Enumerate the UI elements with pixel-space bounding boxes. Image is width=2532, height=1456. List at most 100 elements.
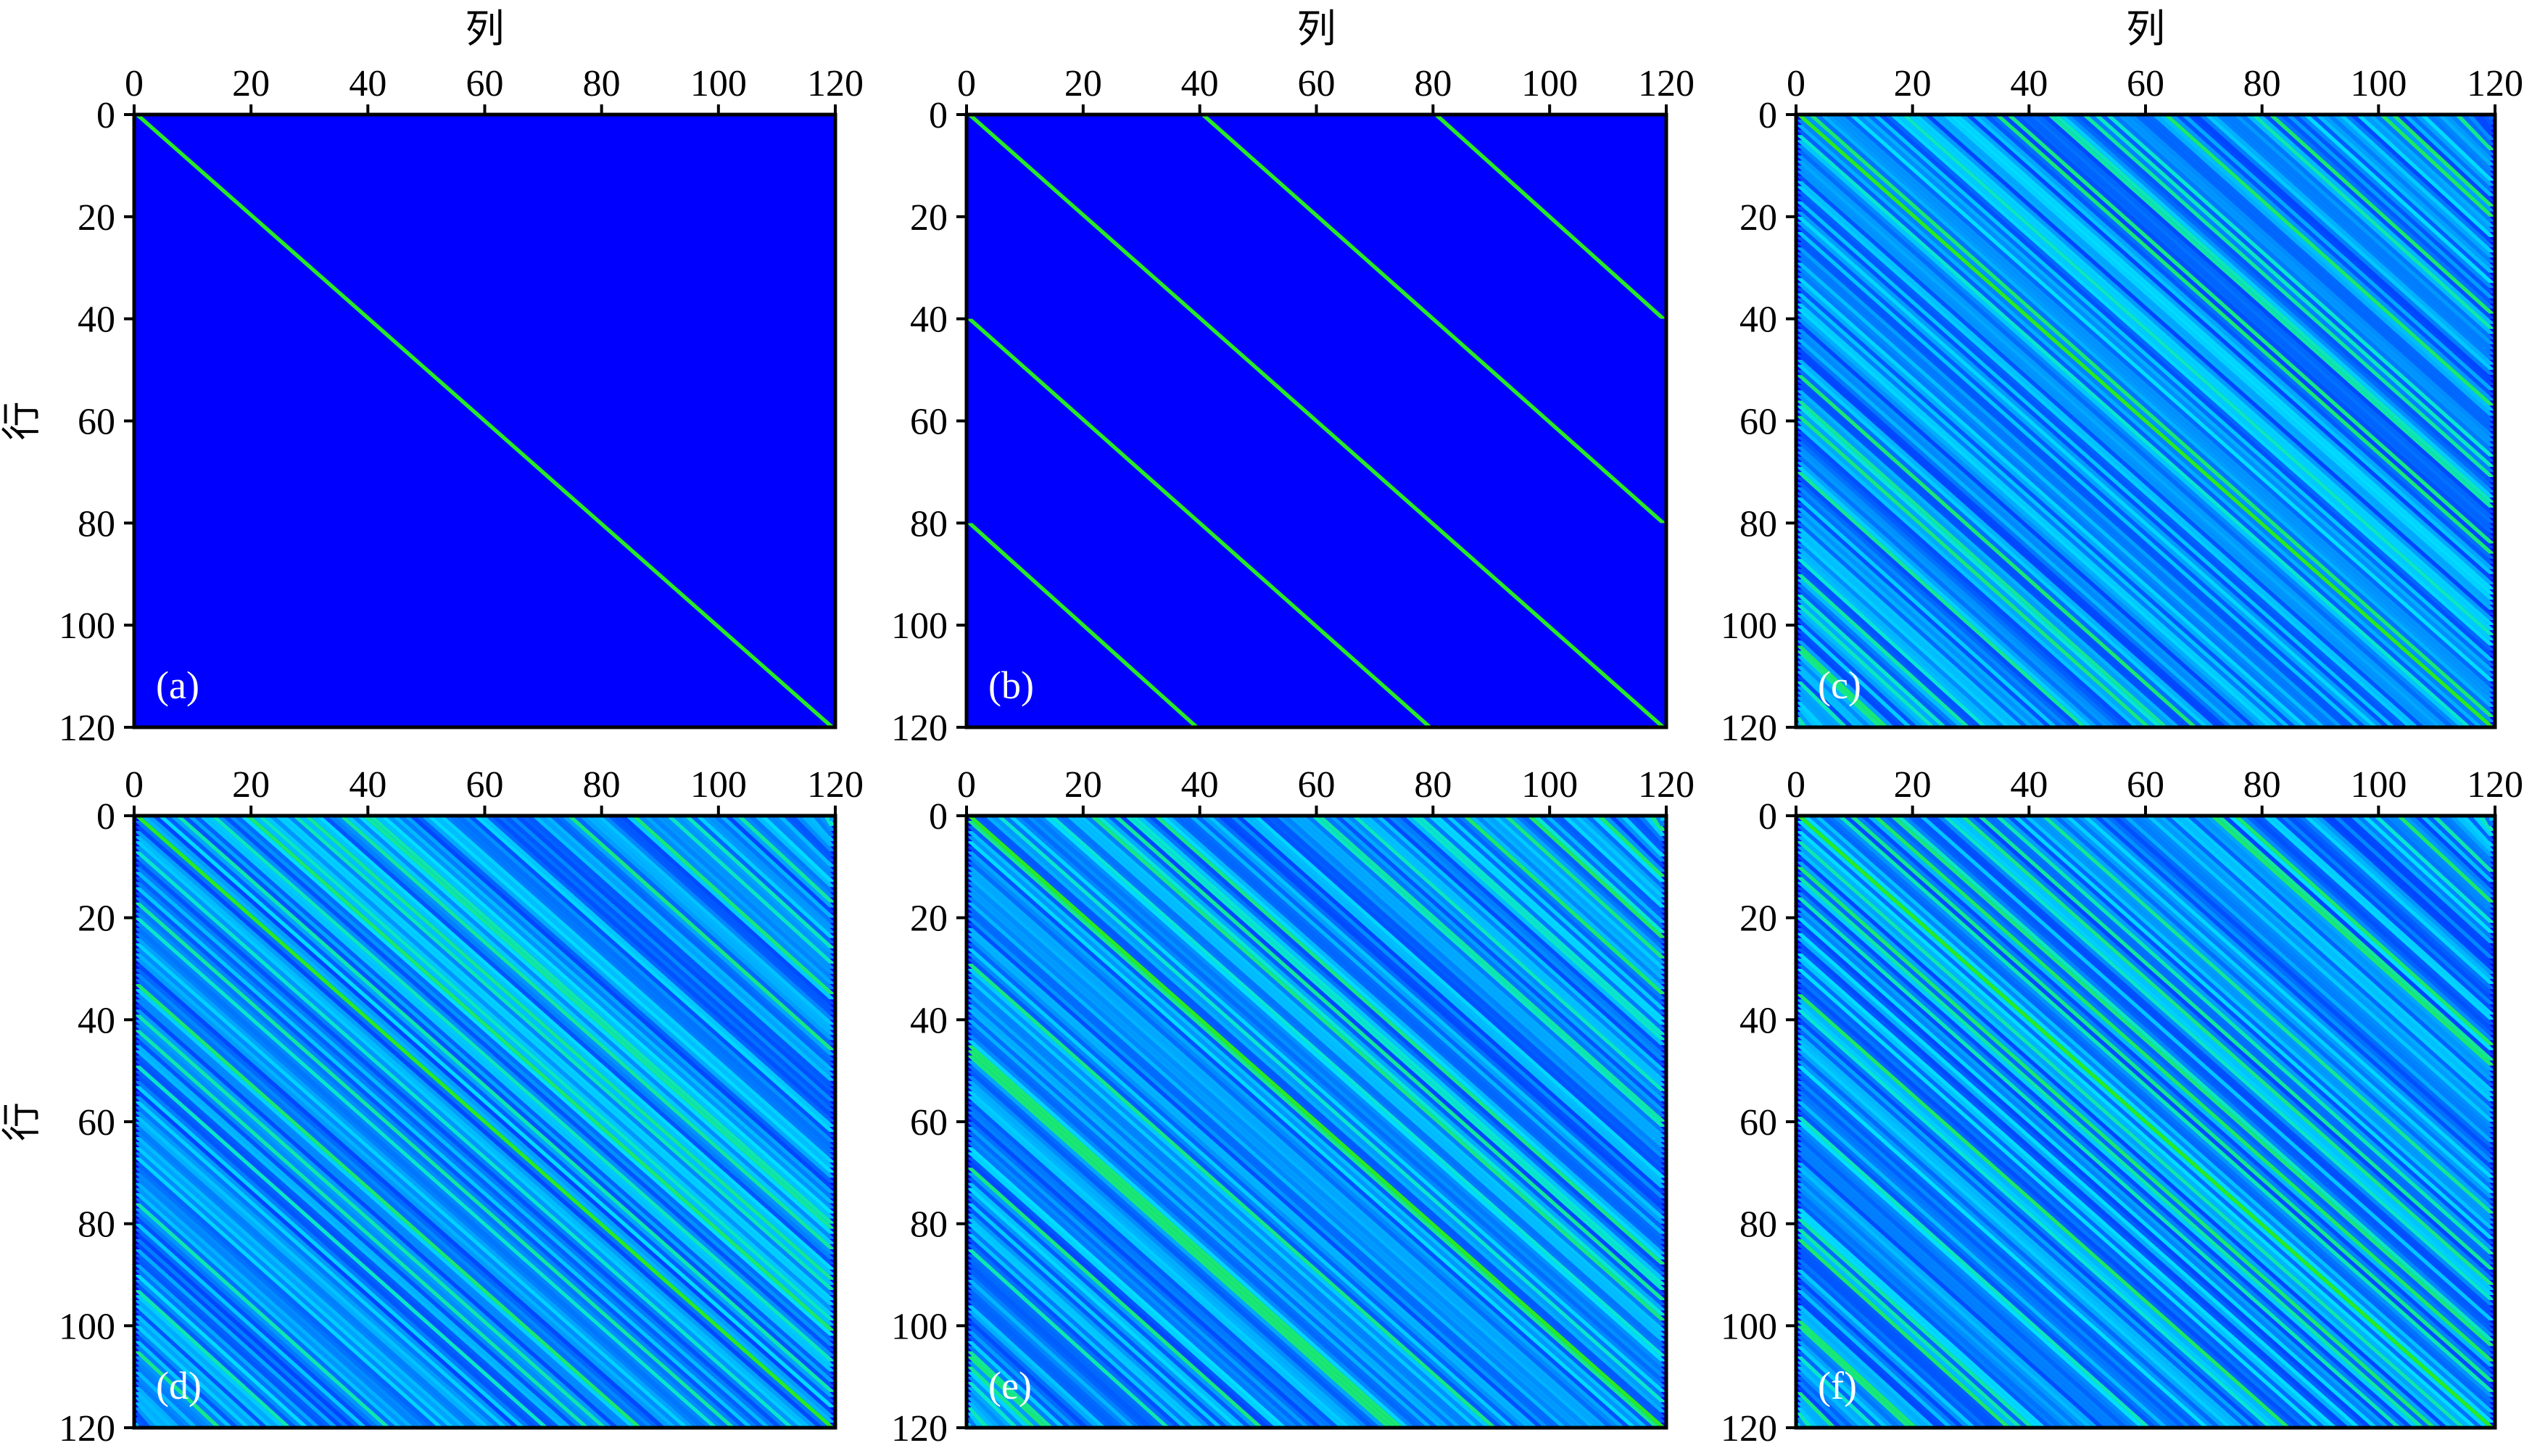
- heatmap-diagonal-band: [1837, 115, 2495, 692]
- heatmap-diagonal-band: [1796, 360, 2216, 727]
- heatmap-diagonal-band: [134, 1376, 193, 1428]
- heatmap-diagonal-band: [461, 816, 835, 1143]
- heatmap-diagonal-band: [967, 1111, 1328, 1428]
- heatmap-diagonal-band: [134, 1264, 321, 1428]
- heatmap-diagonal-band: [1796, 431, 2134, 727]
- heatmap-diagonal-band: [134, 1101, 508, 1428]
- heatmap-diagonal-band: [967, 1295, 1119, 1428]
- heatmap-diagonal-band: [1994, 816, 2495, 1254]
- heatmap-diagonal-band: [1433, 816, 1666, 1020]
- heatmap-diagonal-band: [1895, 816, 2495, 1341]
- heatmap-diagonal-band: [1796, 902, 2396, 1428]
- heatmap-diagonal-band: [134, 1249, 339, 1428]
- heatmap-diagonal-band: [134, 1300, 281, 1428]
- heatmap-diagonal-band: [134, 1295, 286, 1428]
- heatmap-diagonal-band: [2413, 816, 2495, 888]
- heatmap-diagonal-band: [1796, 1315, 1924, 1428]
- heatmap-diagonal-band: [1796, 533, 2018, 727]
- heatmap-diagonal-band: [2238, 816, 2495, 1041]
- heatmap-diagonal-band: [967, 1075, 1369, 1428]
- heatmap-diagonal-band: [695, 816, 835, 938]
- heatmap-diagonal-band: [1228, 816, 1666, 1199]
- heatmap-diagonal-band: [967, 943, 1521, 1428]
- heatmap-diagonal-band: [1964, 115, 2495, 579]
- heatmap-diagonal-band: [1796, 1152, 2111, 1428]
- heatmap-diagonal-band: [1258, 816, 1666, 1173]
- heatmap-diagonal-band: [1982, 816, 2495, 1265]
- heatmap-diagonal-band: [1054, 816, 1666, 1352]
- heatmap-diagonal-band: [309, 816, 835, 1275]
- heatmap-diagonal-band: [2273, 115, 2495, 309]
- heatmap-diagonal-band: [502, 816, 835, 1107]
- heatmap-diagonal-band: [1796, 716, 1808, 727]
- heatmap-diagonal-band: [1796, 298, 2285, 727]
- heatmap-diagonal-band: [2256, 115, 2495, 324]
- heatmap-diagonal-band: [2407, 115, 2495, 191]
- heatmap-diagonal-band: [967, 1152, 1282, 1428]
- heatmap-diagonal-band: [134, 821, 829, 1428]
- heatmap-diagonal-band: [1796, 1407, 1820, 1428]
- heatmap-diagonal-band: [134, 989, 637, 1428]
- heatmap-diagonal-band: [2192, 816, 2495, 1081]
- heatmap-diagonal-band: [134, 943, 690, 1428]
- heatmap-diagonal-band: [1561, 816, 1666, 908]
- heatmap-diagonal-band: [1287, 816, 1666, 1148]
- heatmap-diagonal-band: [1796, 1035, 2245, 1428]
- heatmap-diagonal-band: [595, 816, 835, 1025]
- heatmap-diagonal-band: [2139, 816, 2495, 1128]
- heatmap-diagonal-band: [1147, 816, 1666, 1270]
- heatmap-peak-diagonal: [1796, 115, 2495, 727]
- heatmap-diagonal-band: [967, 907, 1562, 1428]
- y-tick-label: 0: [96, 796, 115, 837]
- heatmap-diagonal-band: [2320, 816, 2495, 969]
- heatmap-diagonal-band: [788, 816, 835, 857]
- heatmap-diagonal-band: [1374, 816, 1666, 1071]
- heatmap-diagonal-band: [1322, 816, 1666, 1117]
- heatmap-diagonal-band: [1153, 816, 1666, 1265]
- y-tick-label: 100: [891, 605, 948, 647]
- heatmap-diagonal-band: [967, 963, 1497, 1428]
- heatmap-diagonal-band: [1439, 816, 1666, 1015]
- heatmap-diagonal-band: [572, 816, 835, 1046]
- heatmap-diagonal-band: [1077, 816, 1666, 1331]
- x-tick-label: 40: [2010, 63, 2048, 104]
- heatmap-diagonal-band: [1813, 816, 2495, 1412]
- heatmap-diagonal-band: [134, 1091, 520, 1428]
- heatmap-diagonal-band: [1796, 216, 2379, 727]
- heatmap-diagonal-band: [1796, 370, 2204, 727]
- x-tick-label: 80: [1414, 63, 1452, 104]
- heatmap-diagonal-band: [1796, 385, 2187, 727]
- heatmap-diagonal-band: [134, 1218, 374, 1428]
- heatmap-diagonal-band: [1538, 816, 1666, 928]
- heatmap-diagonal-band: [385, 816, 835, 1209]
- heatmap-diagonal-band: [967, 861, 1614, 1428]
- heatmap-diagonal-band: [729, 816, 835, 908]
- heatmap-diagonal-band: [1796, 191, 2408, 727]
- heatmap-diagonal-band: [134, 1167, 432, 1428]
- heatmap-diagonal-band: [268, 816, 835, 1311]
- heatmap-diagonal-band: [134, 882, 760, 1428]
- heatmap-diagonal-band: [1508, 816, 1666, 954]
- heatmap-diagonal-band: [1796, 1320, 1919, 1428]
- heatmap-diagonal-band: [2314, 115, 2495, 273]
- y-tick-label: 120: [891, 1408, 948, 1449]
- heatmap-diagonal-band: [455, 816, 835, 1148]
- heatmap-diagonal-band: [782, 816, 835, 862]
- heatmap-diagonal-band: [618, 816, 835, 1005]
- x-tick-label: 100: [2350, 63, 2407, 104]
- heatmap-diagonal-band: [1796, 1275, 1971, 1428]
- heatmap-diagonal-band: [1796, 620, 1919, 727]
- heatmap-diagonal-band: [967, 1183, 1246, 1428]
- heatmap-diagonal-band: [1796, 538, 2012, 727]
- heatmap-diagonal-band: [967, 984, 1474, 1428]
- panel-label: (c): [1818, 663, 1861, 707]
- heatmap-diagonal-band: [1796, 877, 2425, 1428]
- heatmap-diagonal-band: [1796, 706, 1820, 727]
- heatmap-diagonal-band: [967, 1407, 990, 1428]
- heatmap-diagonal-band: [1796, 851, 2454, 1428]
- heatmap-diagonal-band: [967, 1381, 1019, 1428]
- heatmap-diagonal-band: [1796, 1285, 1959, 1428]
- heatmap-diagonal-band: [1796, 686, 1843, 727]
- heatmap-diagonal-band: [134, 1162, 439, 1428]
- heatmap-diagonal-band: [134, 1254, 333, 1428]
